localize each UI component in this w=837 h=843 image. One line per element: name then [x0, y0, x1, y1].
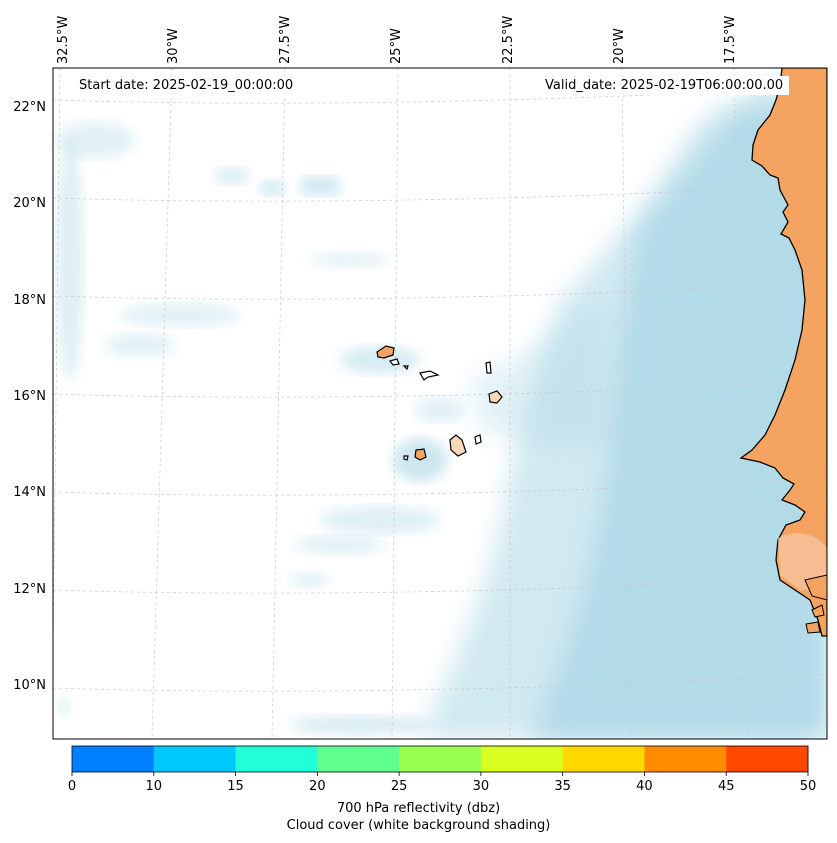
colorbar-segment: [153, 746, 237, 772]
maio-island: [474, 434, 482, 445]
colorbar-tick-label: 15: [227, 779, 244, 794]
colorbar-tick-label: 35: [554, 779, 571, 794]
colorbar: 0 10 15 20 25 30 35 40 45 50: [68, 745, 817, 794]
graticule: [53, 68, 827, 739]
boa-vista-island: [488, 390, 503, 404]
colorbar-tick-label: 40: [636, 779, 653, 794]
bissagos-island: [811, 604, 825, 618]
lon-label: 20°W: [612, 28, 627, 64]
colorbar-tick-label: 20: [309, 779, 326, 794]
valid-date-label: Valid_date: 2025-02-19T06:00:00.00: [539, 76, 790, 95]
colorbar-border: [71, 745, 809, 773]
cloud-cover: [55, 80, 827, 739]
africa-coast: [739, 68, 827, 637]
sal-island: [485, 361, 492, 374]
colorbar-tick-label: 10: [146, 779, 163, 794]
cape-verde-islands: [376, 345, 503, 461]
colorbar-sublabel: Cloud cover (white background shading): [286, 818, 551, 833]
sao-vicente-island: [388, 358, 400, 366]
gambia-coast: [804, 574, 827, 601]
lat-label: 10°N: [13, 678, 46, 693]
map-frame: [52, 67, 828, 740]
colorbar-segment: [399, 746, 482, 772]
colorbar-segment: [562, 746, 645, 772]
colorbar-tick-label: 0: [68, 779, 76, 794]
lat-label: 16°N: [13, 389, 46, 404]
colorbar-label: 700 hPa reflectivity (dbz): [336, 801, 501, 816]
colorbar-segment: [644, 746, 727, 772]
fogo-island: [414, 448, 427, 461]
santa-luzia-island: [402, 365, 409, 371]
colorbar-segment: [317, 746, 400, 772]
lon-label: 30°W: [166, 28, 181, 64]
lon-label: 27.5°W: [278, 16, 293, 64]
bissagos-island-2: [805, 621, 821, 634]
lon-label: 32.5°W: [56, 16, 71, 64]
colorbar-segment: [235, 746, 318, 772]
start-date-label: Start date: 2025-02-19_00:00:00: [73, 76, 300, 95]
lat-label: 20°N: [13, 196, 46, 211]
lon-label: 22.5°W: [501, 16, 516, 64]
colorbar-segment: [726, 746, 809, 772]
sao-nicolau-island: [419, 370, 440, 381]
brava-island: [403, 455, 409, 461]
coastal-cloud-tint: [778, 533, 827, 590]
colorbar-segment: [480, 746, 564, 772]
santo-antao-island: [376, 345, 395, 359]
lon-label: 17.5°W: [723, 16, 738, 64]
colorbar-tick-label: 50: [800, 779, 817, 794]
lat-label: 22°N: [13, 100, 46, 115]
lat-label: 14°N: [13, 485, 46, 500]
santiago-island: [449, 434, 467, 457]
colorbar-segment: [72, 746, 155, 772]
latitude-labels: 22°N 20°N 18°N 16°N 14°N 12°N 10°N: [13, 100, 46, 693]
colorbar-tick-label: 25: [391, 779, 408, 794]
longitude-labels: 32.5°W 30°W 27.5°W 25°W 22.5°W 20°W 17.5…: [56, 16, 738, 64]
lat-label: 12°N: [13, 582, 46, 597]
lat-label: 18°N: [13, 293, 46, 308]
colorbar-tick-label: 30: [473, 779, 490, 794]
colorbar-tick-label: 45: [718, 779, 735, 794]
lon-label: 25°W: [389, 28, 404, 64]
map-area: [53, 68, 827, 739]
